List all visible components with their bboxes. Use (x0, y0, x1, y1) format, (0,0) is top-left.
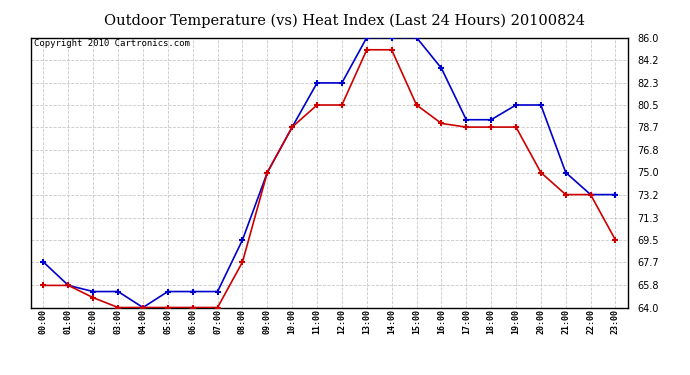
Text: Copyright 2010 Cartronics.com: Copyright 2010 Cartronics.com (34, 39, 190, 48)
Text: Outdoor Temperature (vs) Heat Index (Last 24 Hours) 20100824: Outdoor Temperature (vs) Heat Index (Las… (104, 13, 586, 27)
